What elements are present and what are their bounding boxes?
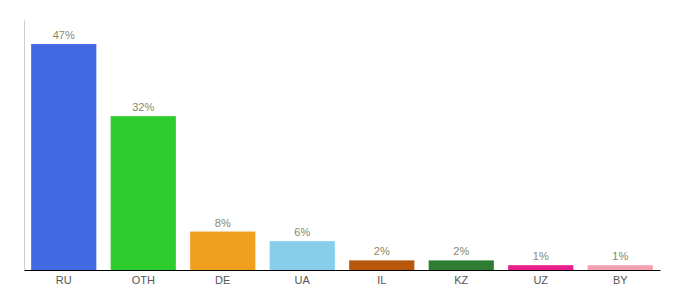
x-tick-label: IL (377, 274, 386, 286)
bars (31, 44, 653, 270)
bar (190, 232, 255, 270)
x-axis-line (25, 270, 661, 271)
data-label: 32% (132, 101, 154, 113)
plot-area: RU OTH DE UA IL KZ UZ BY 47% 32% 8% 6% 2% 2% 1% 1% (25, 21, 661, 286)
data-label: 6% (294, 226, 310, 238)
bar (270, 241, 335, 270)
x-tick-label: KZ (454, 274, 468, 286)
x-tick: RU (56, 270, 72, 286)
x-tick-label: UA (295, 274, 311, 286)
data-labels: 47% 32% 8% 6% 2% 2% 1% 1% (53, 29, 629, 262)
x-tick: BY (613, 270, 628, 286)
bar (508, 265, 573, 270)
x-tick-label: DE (215, 274, 230, 286)
bar (429, 260, 494, 270)
x-tick: KZ (454, 270, 468, 286)
y-axis (24, 21, 25, 271)
x-tick: UZ (533, 270, 548, 286)
x-axis: RU OTH DE UA IL KZ UZ BY (25, 270, 661, 286)
data-label: 47% (53, 29, 75, 41)
data-label: 8% (215, 217, 231, 229)
x-tick-label: BY (613, 274, 628, 286)
x-tick-label: RU (56, 274, 72, 286)
x-tick: DE (215, 270, 230, 286)
x-tick: UA (295, 270, 311, 286)
data-label: 1% (533, 250, 549, 262)
bar (349, 260, 414, 270)
x-tick: OTH (132, 270, 155, 286)
bar (111, 116, 176, 270)
chart-container: RU OTH DE UA IL KZ UZ BY 47% 32% 8% 6% 2% 2% 1% 1% (0, 0, 680, 300)
x-tick: IL (377, 270, 386, 286)
bar (588, 265, 653, 270)
data-label: 2% (374, 245, 390, 257)
x-tick-label: UZ (533, 274, 548, 286)
y-axis-line (24, 21, 25, 271)
data-label: 2% (453, 245, 469, 257)
x-tick-label: OTH (132, 274, 155, 286)
bar (31, 44, 96, 270)
data-label: 1% (612, 250, 628, 262)
chart: RU OTH DE UA IL KZ UZ BY 47% 32% 8% 6% 2% 2% 1% 1% (0, 0, 680, 300)
